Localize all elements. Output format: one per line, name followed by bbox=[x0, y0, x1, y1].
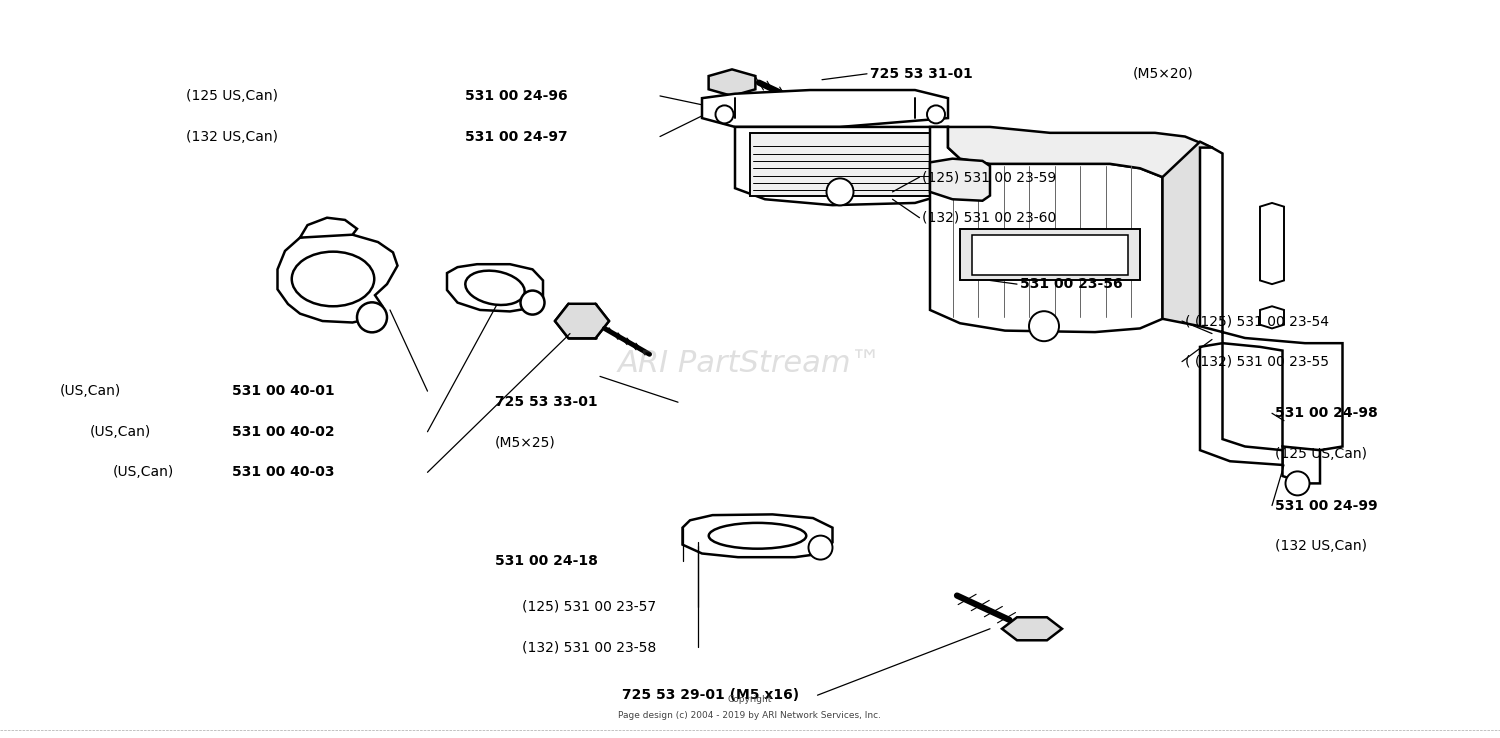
Text: 531 00 40-03: 531 00 40-03 bbox=[232, 466, 334, 479]
Polygon shape bbox=[278, 232, 398, 323]
Text: 531 00 23-56: 531 00 23-56 bbox=[1020, 277, 1122, 291]
Text: 531 00 40-01: 531 00 40-01 bbox=[232, 384, 334, 398]
Text: (132) 531 00 23-58: (132) 531 00 23-58 bbox=[522, 641, 657, 654]
Polygon shape bbox=[1002, 617, 1062, 641]
Ellipse shape bbox=[465, 271, 525, 305]
Text: 531 00 24-98: 531 00 24-98 bbox=[1275, 407, 1377, 420]
Text: 531 00 40-02: 531 00 40-02 bbox=[232, 425, 334, 438]
Text: 531 00 24-99: 531 00 24-99 bbox=[1275, 499, 1377, 512]
Bar bbox=[972, 235, 1128, 275]
Circle shape bbox=[808, 536, 832, 559]
Text: 725 53 29-01 (M5 x16): 725 53 29-01 (M5 x16) bbox=[622, 689, 800, 702]
Text: (132) 531 00 23-60: (132) 531 00 23-60 bbox=[922, 211, 1056, 224]
Polygon shape bbox=[1162, 142, 1212, 326]
Polygon shape bbox=[1200, 343, 1282, 465]
Circle shape bbox=[927, 106, 945, 123]
Text: (125 US,Can): (125 US,Can) bbox=[186, 89, 278, 103]
Circle shape bbox=[1286, 472, 1310, 495]
Polygon shape bbox=[1260, 306, 1284, 328]
Text: (US,Can): (US,Can) bbox=[60, 384, 122, 398]
Text: ARI PartStream™: ARI PartStream™ bbox=[618, 348, 882, 378]
Circle shape bbox=[357, 303, 387, 332]
Text: (125) 531 00 23-59: (125) 531 00 23-59 bbox=[922, 170, 1056, 184]
Text: 531 00 24-18: 531 00 24-18 bbox=[495, 554, 598, 568]
Polygon shape bbox=[300, 218, 357, 238]
Polygon shape bbox=[948, 127, 1212, 177]
Text: Copyright: Copyright bbox=[728, 695, 772, 705]
Circle shape bbox=[827, 179, 854, 205]
Text: (132 US,Can): (132 US,Can) bbox=[1275, 539, 1366, 553]
Polygon shape bbox=[1260, 203, 1284, 284]
Polygon shape bbox=[702, 90, 948, 127]
Polygon shape bbox=[735, 127, 948, 205]
Circle shape bbox=[1029, 311, 1059, 341]
Polygon shape bbox=[1282, 446, 1320, 483]
Circle shape bbox=[716, 106, 734, 123]
Text: (125 US,Can): (125 US,Can) bbox=[1275, 447, 1366, 461]
Ellipse shape bbox=[291, 252, 375, 306]
Text: ( (125) 531 00 23-54: ( (125) 531 00 23-54 bbox=[1185, 314, 1329, 328]
Polygon shape bbox=[1200, 148, 1342, 450]
Polygon shape bbox=[555, 304, 609, 338]
Text: (M5×20): (M5×20) bbox=[1132, 67, 1194, 80]
Ellipse shape bbox=[708, 523, 807, 548]
Bar bbox=[960, 229, 1140, 280]
Text: (M5×25): (M5×25) bbox=[495, 436, 555, 449]
Text: (132 US,Can): (132 US,Can) bbox=[186, 130, 278, 143]
Polygon shape bbox=[708, 69, 756, 96]
Polygon shape bbox=[682, 514, 832, 557]
Text: (125) 531 00 23-57: (125) 531 00 23-57 bbox=[522, 600, 656, 613]
Text: Page design (c) 2004 - 2019 by ARI Network Services, Inc.: Page design (c) 2004 - 2019 by ARI Netwo… bbox=[618, 711, 882, 720]
Polygon shape bbox=[930, 127, 1162, 332]
Text: 531 00 24-96: 531 00 24-96 bbox=[465, 89, 567, 103]
Text: ( (132) 531 00 23-55: ( (132) 531 00 23-55 bbox=[1185, 355, 1329, 368]
Circle shape bbox=[520, 291, 544, 314]
Polygon shape bbox=[447, 264, 543, 311]
Text: 725 53 33-01: 725 53 33-01 bbox=[495, 396, 597, 409]
Text: (US,Can): (US,Can) bbox=[112, 466, 174, 479]
Polygon shape bbox=[930, 159, 990, 201]
Bar bbox=[750, 133, 933, 196]
Text: 725 53 31-01: 725 53 31-01 bbox=[870, 67, 972, 80]
Text: 531 00 24-97: 531 00 24-97 bbox=[465, 130, 567, 143]
Text: (US,Can): (US,Can) bbox=[90, 425, 152, 438]
